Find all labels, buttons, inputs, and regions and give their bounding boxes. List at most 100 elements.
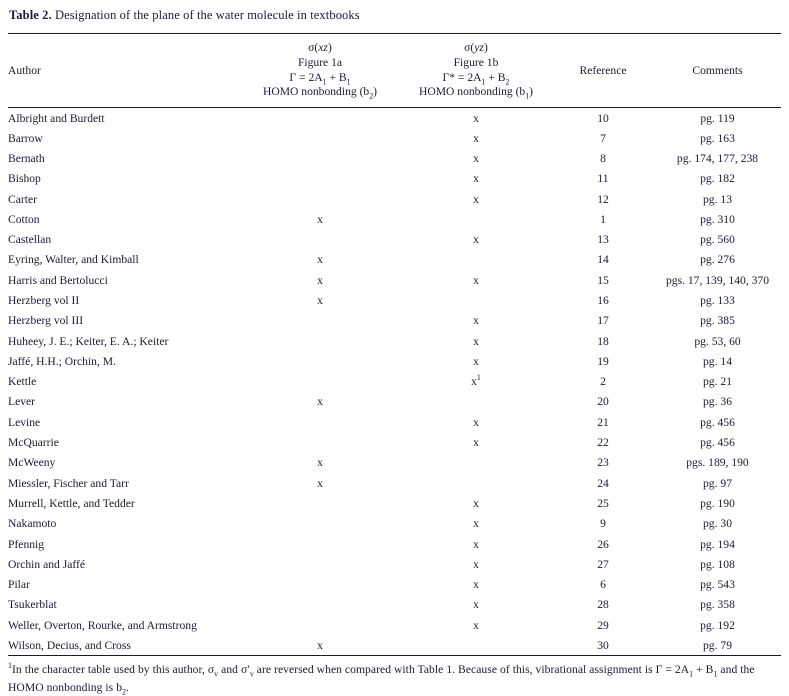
- sigma-yz-mark-cell: x: [473, 192, 479, 206]
- table-row: Tsukerblat x 28 pg. 358: [8, 595, 781, 615]
- reference-cell: 17: [597, 314, 609, 328]
- sigma-xz-mark-cell: [240, 169, 400, 189]
- author-cell: Orchin and Jaffé: [8, 557, 86, 571]
- comments-cell: pg. 119: [700, 111, 735, 125]
- sigma-yz-mark-cell: x: [473, 618, 479, 632]
- author-cell: Harris and Bertolucci: [8, 273, 108, 287]
- sigma-xz-mark-cell: [240, 432, 400, 452]
- reference-cell: 14: [597, 253, 609, 267]
- table-row: Castellan x 13 pg. 560: [8, 229, 781, 249]
- sigma-xz-mark-cell: x: [317, 476, 323, 490]
- comments-cell: pg. 13: [703, 192, 732, 206]
- table-row: Pilar x 6 pg. 543: [8, 575, 781, 595]
- author-cell: Pfennig: [8, 537, 45, 551]
- sigma-yz-mark-cell: x: [473, 233, 479, 247]
- reference-cell: 15: [597, 273, 609, 287]
- reference-cell: 11: [597, 172, 609, 186]
- reference-cell: 28: [597, 598, 609, 612]
- author-cell: McWeeny: [8, 456, 56, 470]
- table-row: Herzberg vol II x 16 pg. 133: [8, 290, 781, 310]
- table-row: Levine x 21 pg. 456: [8, 412, 781, 432]
- column-header-author: Author: [8, 64, 41, 78]
- sigma-xz-mark-cell: [240, 493, 400, 513]
- author-cell: Bernath: [8, 151, 45, 165]
- author-cell: Eyring, Walter, and Kimball: [8, 253, 139, 267]
- column-header-comments: Comments: [692, 64, 743, 78]
- sigma-xz-mark-cell: x: [317, 456, 323, 470]
- table-row: Orchin and Jaffé x 27 pg. 108: [8, 554, 781, 574]
- sigma-yz-mark-cell: x: [473, 354, 479, 368]
- author-cell: Bishop: [8, 172, 41, 186]
- column-header-sigma-xz: σ(xz) Figure 1a Γ = 2A1 + B1 HOMO nonbon…: [240, 34, 400, 108]
- comments-cell: pg. 310: [700, 212, 735, 226]
- comments-cell: pg. 182: [700, 172, 735, 186]
- sigma-yz-mark-cell: x: [473, 131, 479, 145]
- table-row: Barrow x 7 pg. 163: [8, 128, 781, 148]
- sigma-xz-mark-cell: x: [317, 638, 323, 652]
- figure-1a-label: Figure 1a: [297, 55, 343, 69]
- figure-1b-label: Figure 1b: [453, 55, 499, 69]
- reference-cell: 22: [597, 436, 609, 450]
- table-title-label: Table 2.: [9, 8, 52, 22]
- sigma-yz-mark-cell: x: [473, 436, 479, 450]
- comments-cell: pg. 543: [700, 578, 735, 592]
- sigma-yz-mark-cell: x1: [471, 373, 481, 389]
- sigma-xz-mark-cell: [240, 595, 400, 615]
- sigma-yz-mark-cell: x: [473, 496, 479, 510]
- sigma-yz-mark-cell: x: [473, 415, 479, 429]
- comments-cell: pg. 456: [700, 436, 735, 450]
- comments-cell: pg. 174, 177, 238: [676, 151, 759, 165]
- sigma-yz-mark-cell: [400, 453, 552, 473]
- author-cell: Wilson, Decius, and Cross: [8, 638, 131, 652]
- sigma-yz-mark-cell: x: [473, 314, 479, 328]
- sigma-yz-mark-cell: x: [473, 111, 479, 125]
- sigma-xz-mark-cell: x: [317, 294, 323, 307]
- sigma-yz-mark-cell: x: [473, 578, 479, 592]
- reference-cell: 10: [597, 111, 609, 125]
- sigma-yz-mark-cell: x: [473, 172, 479, 186]
- author-cell: Weller, Overton, Rourke, and Armstrong: [8, 618, 197, 632]
- table-row: Carter x 12 pg. 13: [8, 189, 781, 209]
- table-row: Murrell, Kettle, and Tedder x 25 pg. 190: [8, 493, 781, 513]
- table-title: Table 2. Designation of the plane of the…: [9, 8, 781, 23]
- sigma-yz-mark-cell: x: [473, 334, 479, 348]
- gamma-xz-label: Γ = 2A1 + B1: [289, 70, 351, 86]
- sigma-xz-mark-cell: x: [317, 395, 323, 409]
- comments-cell: pg. 358: [700, 598, 735, 612]
- reference-cell: 25: [597, 496, 609, 510]
- footnote: 1In the character table used by this aut…: [8, 661, 781, 696]
- table-row: Bernath x 8 pg. 174, 177, 238: [8, 148, 781, 168]
- author-cell: Miessler, Fischer and Tarr: [8, 476, 129, 490]
- reference-cell: 29: [597, 618, 609, 632]
- table-row: McQuarrie x 22 pg. 456: [8, 432, 781, 452]
- sigma-xz-mark-cell: [240, 615, 400, 635]
- reference-cell: 9: [600, 517, 606, 531]
- reference-cell: 30: [597, 638, 609, 652]
- sigma-xz-mark-cell: [240, 108, 400, 128]
- reference-cell: 13: [597, 233, 609, 247]
- sigma-xz-mark-cell: [240, 229, 400, 249]
- reference-cell: 27: [597, 557, 609, 571]
- reference-cell: 18: [597, 334, 609, 348]
- sigma-xz-mark-cell: [240, 331, 400, 351]
- author-cell: Tsukerblat: [8, 598, 57, 612]
- homo-yz-label: HOMO nonbonding (b1): [418, 85, 534, 101]
- sigma-xz-mark-cell: [240, 128, 400, 148]
- comments-cell: pg. 108: [700, 557, 735, 571]
- comments-cell: pg. 163: [700, 131, 735, 145]
- comments-cell: pg. 192: [700, 618, 735, 632]
- table-body: Albright and Burdett x 10 pg. 119 Barrow x 7 pg…: [8, 108, 781, 656]
- reference-cell: 2: [600, 375, 606, 389]
- sigma-xz-label: σ(xz): [308, 41, 332, 54]
- table-row: Albright and Burdett x 10 pg. 119: [8, 108, 781, 128]
- sigma-yz-mark-cell: x: [473, 517, 479, 531]
- comments-cell: pg. 36: [703, 395, 732, 409]
- sigma-yz-mark-cell: [400, 250, 552, 270]
- sigma-xz-mark-cell: [240, 372, 400, 392]
- author-cell: Kettle: [8, 375, 37, 389]
- reference-cell: 20: [597, 395, 609, 409]
- table-row: Jaffé, H.H.; Orchin, M. x 19 pg. 14: [8, 351, 781, 371]
- gamma-yz-label: Γ* = 2A1 + B2: [442, 70, 510, 86]
- reference-cell: 21: [597, 415, 609, 429]
